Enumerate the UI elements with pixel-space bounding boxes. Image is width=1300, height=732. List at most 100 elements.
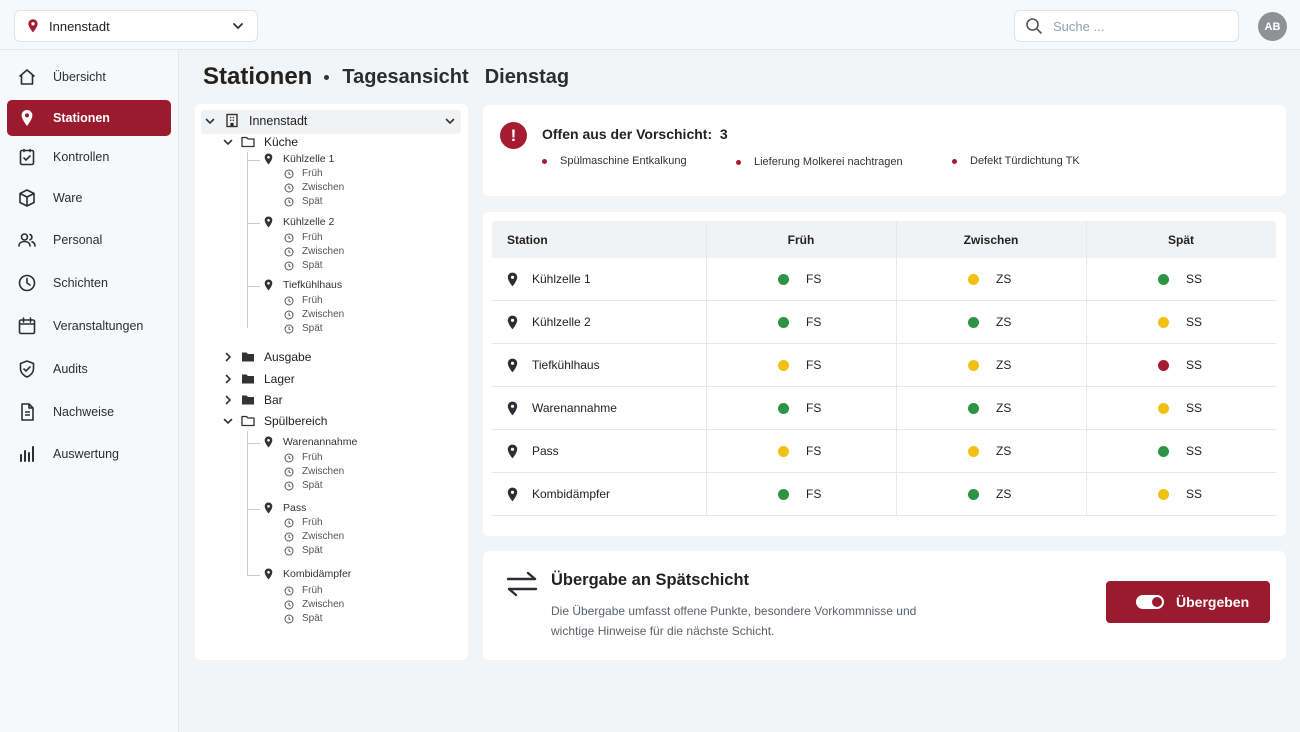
chevron-down-icon[interactable] <box>222 415 234 427</box>
clock-icon <box>284 546 294 556</box>
tree-shift-frueh[interactable]: Früh <box>284 452 323 463</box>
table-row[interactable]: Pass FS ZS SS <box>492 430 1276 473</box>
status-cell-zwischen[interactable]: ZS <box>968 301 1011 343</box>
sidebar-item-label: Kontrollen <box>53 150 110 164</box>
status-cell-zwischen[interactable]: ZS <box>968 430 1011 472</box>
station-cell: Warenannahme <box>507 387 617 429</box>
search-input[interactable]: Suche ... <box>1014 10 1239 42</box>
folder-icon <box>241 351 255 363</box>
tree-group-lager[interactable]: Lager <box>241 372 295 386</box>
tree-group-bar[interactable]: Bar <box>241 393 283 407</box>
open-item[interactable]: Lieferung Molkerei nachtragen <box>736 156 903 168</box>
sidebar-item-veranstaltungen[interactable]: Veranstaltungen <box>7 308 171 344</box>
tree-shift-frueh[interactable]: Früh <box>284 585 323 596</box>
column-header-station: Station <box>507 232 548 247</box>
location-select[interactable]: Innenstadt <box>14 10 258 42</box>
tree-station-kuehlzelle-1[interactable]: Kühlzelle 1 <box>264 153 334 165</box>
shield-check-icon <box>17 359 37 379</box>
bullet-icon <box>542 158 547 164</box>
sidebar-item-ware[interactable]: Ware <box>7 180 171 216</box>
tree-shift-frueh[interactable]: Früh <box>284 232 323 243</box>
page-title-text: Stationen <box>203 63 313 90</box>
tree-shift-spaet[interactable]: Spät <box>284 323 323 334</box>
chevron-right-icon[interactable] <box>222 351 234 363</box>
search-icon <box>1025 17 1043 35</box>
tree-shift-frueh[interactable]: Früh <box>284 168 323 179</box>
tree-shift-spaet[interactable]: Spät <box>284 196 323 207</box>
toggle-icon <box>1136 595 1164 609</box>
status-cell-frueh[interactable]: FS <box>778 473 821 515</box>
chevron-right-icon[interactable] <box>222 394 234 406</box>
table-row[interactable]: Kühlzelle 1 FS ZS SS <box>492 258 1276 301</box>
tree-station-pass[interactable]: Pass <box>264 502 306 514</box>
tree-shift-spaet[interactable]: Spät <box>284 545 323 556</box>
chevron-down-icon[interactable] <box>444 115 456 127</box>
status-cell-frueh[interactable]: FS <box>778 258 821 300</box>
status-cell-spaet[interactable]: SS <box>1158 344 1202 386</box>
tree-station-tiefkuehlhaus[interactable]: Tiefkühlhaus <box>264 279 342 291</box>
status-cell-frueh[interactable]: FS <box>778 387 821 429</box>
tree-shift-zwischen[interactable]: Zwischen <box>284 309 344 320</box>
column-header-frueh: Früh <box>787 232 815 247</box>
tree-shift-frueh[interactable]: Früh <box>284 295 323 306</box>
tree-root-row[interactable] <box>201 110 461 134</box>
tree-station-kombidaempfer[interactable]: Kombidämpfer <box>264 568 351 580</box>
sidebar-item-personal[interactable]: Personal <box>7 222 171 258</box>
open-item[interactable]: Spülmaschine Entkalkung <box>542 155 687 167</box>
tree-shift-zwischen[interactable]: Zwischen <box>284 246 344 257</box>
status-cell-spaet[interactable]: SS <box>1158 430 1202 472</box>
tree-root[interactable]: Innenstadt <box>225 113 307 128</box>
station-name: Warenannahme <box>532 401 617 415</box>
status-cell-zwischen[interactable]: ZS <box>968 258 1011 300</box>
status-dot-icon <box>778 488 789 500</box>
avatar[interactable]: AB <box>1258 12 1287 41</box>
clock-icon <box>284 453 294 463</box>
tree-shift-zwischen[interactable]: Zwischen <box>284 466 344 477</box>
sidebar-item-label: Übersicht <box>53 70 106 84</box>
table-row[interactable]: Kombidämpfer FS ZS SS <box>492 473 1276 516</box>
tree-group-kueche[interactable]: Küche <box>241 135 298 149</box>
status-cell-spaet[interactable]: SS <box>1158 387 1202 429</box>
tree-shift-zwischen[interactable]: Zwischen <box>284 599 344 610</box>
sidebar-item-audits[interactable]: Audits <box>7 351 171 387</box>
status-cell-spaet[interactable]: SS <box>1158 258 1202 300</box>
location-pin-icon <box>264 436 273 448</box>
sidebar-item-auswertung[interactable]: Auswertung <box>7 436 171 472</box>
handover-button[interactable]: Übergeben <box>1106 581 1270 623</box>
tree-shift-frueh[interactable]: Früh <box>284 517 323 528</box>
status-cell-zwischen[interactable]: ZS <box>968 344 1011 386</box>
status-cell-frueh[interactable]: FS <box>778 344 821 386</box>
status-cell-zwischen[interactable]: ZS <box>968 473 1011 515</box>
sidebar-item-schichten[interactable]: Schichten <box>7 265 171 301</box>
sidebar-item-stationen[interactable]: Stationen <box>7 100 171 136</box>
tree-group-ausgabe[interactable]: Ausgabe <box>241 350 311 364</box>
status-cell-spaet[interactable]: SS <box>1158 301 1202 343</box>
tree-station-warenannahme[interactable]: Warenannahme <box>264 436 357 448</box>
status-code: ZS <box>996 401 1012 415</box>
sidebar-item-kontrollen[interactable]: Kontrollen <box>7 139 171 175</box>
chevron-right-icon[interactable] <box>222 373 234 385</box>
status-cell-spaet[interactable]: SS <box>1158 473 1202 515</box>
tree-shift-spaet[interactable]: Spät <box>284 613 323 624</box>
tree-connector <box>247 160 260 161</box>
status-cell-zwischen[interactable]: ZS <box>968 387 1011 429</box>
table-row[interactable]: Warenannahme FS ZS SS <box>492 387 1276 430</box>
status-cell-frueh[interactable]: FS <box>778 430 821 472</box>
status-cell-frueh[interactable]: FS <box>778 301 821 343</box>
status-dot-icon <box>968 316 979 328</box>
tree-shift-zwischen[interactable]: Zwischen <box>284 531 344 542</box>
tree-shift-spaet[interactable]: Spät <box>284 480 323 491</box>
home-icon <box>17 67 37 87</box>
tree-shift-spaet[interactable]: Spät <box>284 260 323 271</box>
chevron-down-icon[interactable] <box>222 136 234 148</box>
chevron-down-icon[interactable] <box>204 115 216 127</box>
tree-station-kuehlzelle-2[interactable]: Kühlzelle 2 <box>264 216 334 228</box>
tree-group-spuelbereich[interactable]: Spülbereich <box>241 414 327 428</box>
tree-shift-zwischen[interactable]: Zwischen <box>284 182 344 193</box>
sidebar-item-uebersicht[interactable]: Übersicht <box>7 59 171 95</box>
table-row[interactable]: Kühlzelle 2 FS ZS SS <box>492 301 1276 344</box>
table-row[interactable]: Tiefkühlhaus FS ZS SS <box>492 344 1276 387</box>
sidebar-item-nachweise[interactable]: Nachweise <box>7 394 171 430</box>
open-item[interactable]: Defekt Türdichtung TK <box>952 155 1080 167</box>
folder-icon <box>241 373 255 385</box>
